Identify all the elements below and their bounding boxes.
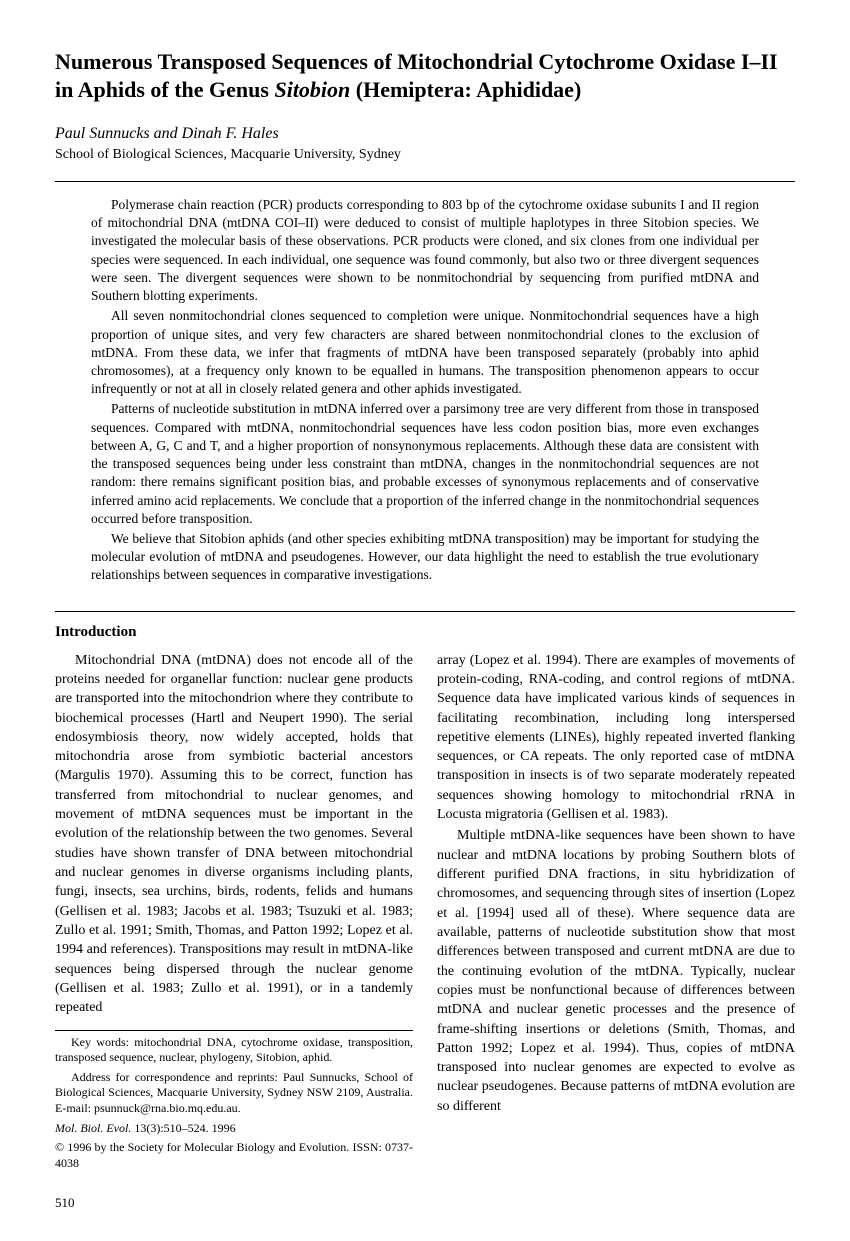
- title-genus: Sitobion: [274, 77, 350, 102]
- body-columns: Mitochondrial DNA (mtDNA) does not encod…: [55, 651, 795, 1176]
- abstract-p1: Polymerase chain reaction (PCR) products…: [91, 196, 759, 305]
- journal-name: Mol. Biol. Evol.: [55, 1121, 131, 1135]
- affiliation: School of Biological Sciences, Macquarie…: [55, 147, 795, 163]
- title-text-2: (Hemiptera: Aphididae): [350, 77, 581, 102]
- footnote-journal-line: Mol. Biol. Evol. 13(3):510–524. 1996: [55, 1121, 413, 1137]
- col2-p1: array (Lopez et al. 1994). There are exa…: [437, 651, 795, 825]
- footnote-keywords: Key words: mitochondrial DNA, cytochrome…: [55, 1035, 413, 1066]
- abstract-p2: All seven nonmitochondrial clones sequen…: [91, 307, 759, 398]
- column-right: array (Lopez et al. 1994). There are exa…: [437, 651, 795, 1176]
- journal-citation: 13(3):510–524. 1996: [131, 1121, 235, 1135]
- abstract-p3: Patterns of nucleotide substitution in m…: [91, 400, 759, 528]
- col2-p2: Multiple mtDNA-like sequences have been …: [437, 826, 795, 1116]
- footnote-address: Address for correspondence and reprints:…: [55, 1070, 413, 1117]
- authors: Paul Sunnucks and Dinah F. Hales: [55, 125, 795, 143]
- page-container: Numerous Transposed Sequences of Mitocho…: [0, 0, 850, 1241]
- introduction-heading: Introduction: [55, 611, 795, 641]
- abstract: Polymerase chain reaction (PCR) products…: [55, 181, 795, 597]
- column-left: Mitochondrial DNA (mtDNA) does not encod…: [55, 651, 413, 1176]
- footnote-copyright: © 1996 by the Society for Molecular Biol…: [55, 1140, 413, 1171]
- abstract-p4: We believe that Sitobion aphids (and oth…: [91, 530, 759, 585]
- article-title: Numerous Transposed Sequences of Mitocho…: [55, 48, 795, 103]
- footnotes: Key words: mitochondrial DNA, cytochrome…: [55, 1030, 413, 1172]
- page-number: 510: [55, 1195, 795, 1211]
- col1-p1: Mitochondrial DNA (mtDNA) does not encod…: [55, 651, 413, 1018]
